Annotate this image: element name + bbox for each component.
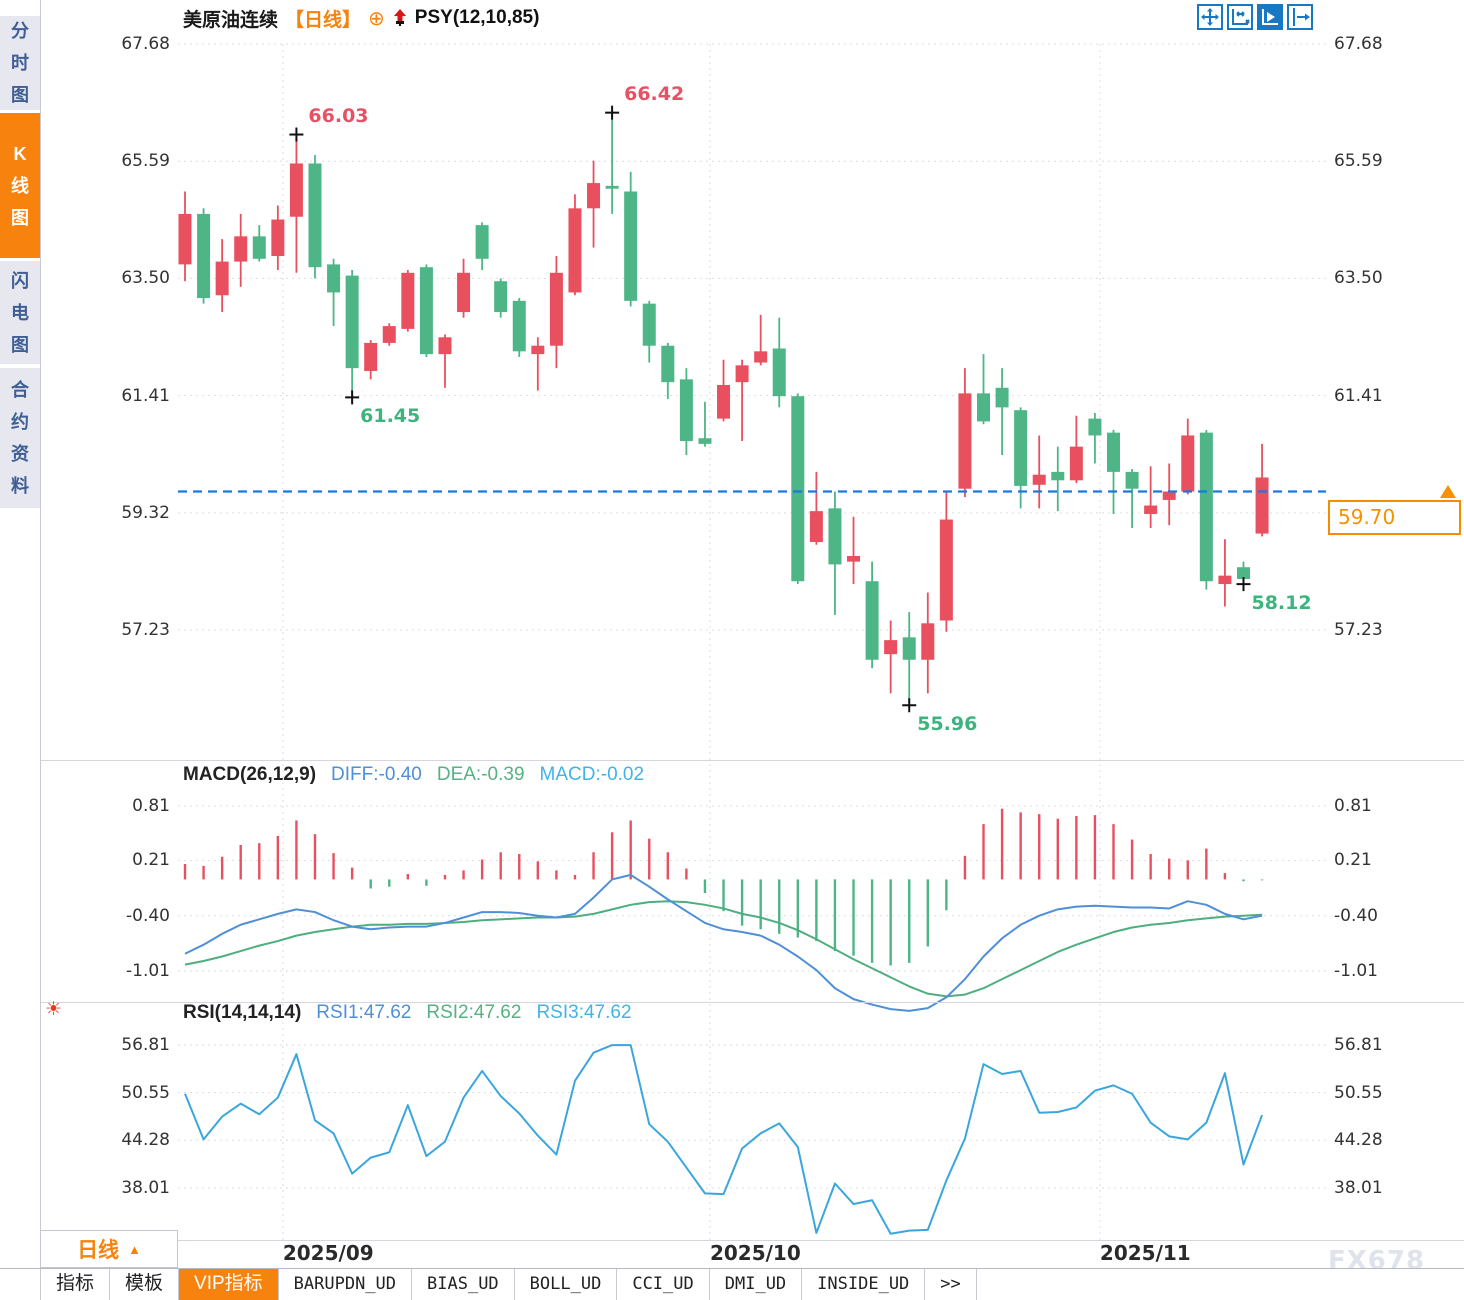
sun-icon[interactable]: ☀ — [45, 998, 63, 1020]
y-axis-label: 0.81 — [132, 796, 170, 816]
x-axis-month-label: 2025/09 — [282, 1241, 374, 1265]
y-axis-label: -1.01 — [126, 961, 170, 981]
y-axis-label: 65.59 — [121, 151, 170, 172]
pan-move-icon[interactable] — [1197, 4, 1223, 30]
y-axis-label: 56.81 — [121, 1035, 170, 1055]
chart-toolbar — [1197, 4, 1313, 30]
symbol-name: 美原油连续 — [183, 9, 279, 31]
rsi3-value: RSI3:47.62 — [536, 1002, 632, 1023]
y-axis-label: 65.59 — [1334, 151, 1383, 172]
period-selector-label: 日线 — [77, 1239, 120, 1262]
y-axis-label: 44.28 — [1334, 1130, 1383, 1151]
chart-title: 美原油连续 【日线】 ⊕ PSY(12,10,85) — [183, 5, 539, 31]
macd-name: MACD(26,12,9) — [183, 764, 317, 785]
y-axis-label: 0.21 — [1334, 850, 1372, 871]
tab-boll-ud[interactable]: BOLL_UD — [515, 1269, 618, 1300]
rsi-name: RSI(14,14,14) — [183, 1002, 302, 1023]
rsi1-value: RSI1:47.62 — [316, 1002, 412, 1023]
sidebar-item-flash-chart[interactable]: 闪电图 — [0, 261, 40, 364]
x-axis-month-label: 2025/10 — [709, 1241, 801, 1265]
y-axis-label: 61.41 — [121, 385, 170, 406]
sidebar-item-contract-info[interactable]: 合约资料 — [0, 368, 40, 508]
y-axis-label: 50.55 — [1334, 1082, 1383, 1103]
y-axis-label: 67.68 — [121, 34, 170, 54]
x-axis-month-label: 2025/11 — [1099, 1241, 1191, 1265]
tab-indicators[interactable]: 指标 — [41, 1269, 111, 1300]
sidebar: 分时图 K线图 闪电图 合约资料 — [0, 0, 41, 1300]
rsi2-value: RSI2:47.62 — [426, 1002, 522, 1023]
y-axis-label: 0.81 — [1334, 796, 1372, 816]
period-selector[interactable]: 日线 ▲ — [40, 1230, 178, 1268]
y-axis-label: 38.01 — [121, 1177, 170, 1198]
y-axis-label: 0.21 — [132, 850, 170, 871]
price-annotation-55.96: 55.96 — [917, 713, 978, 736]
price-annotation-66.03: 66.03 — [308, 104, 369, 127]
price-annotation-58.12: 58.12 — [1251, 592, 1312, 615]
y-axis-label: 61.41 — [1334, 385, 1383, 406]
sidebar-item-kline-chart[interactable]: K线图 — [0, 113, 40, 258]
price-annotation-61.45: 61.45 — [360, 405, 421, 428]
red-up-arrow-icon — [392, 8, 408, 28]
tab-templates[interactable]: 模板 — [110, 1269, 180, 1300]
y-axis-label: 67.68 — [1334, 34, 1383, 54]
tab-cci-ud[interactable]: CCI_UD — [617, 1269, 710, 1300]
last-price-label: 59.70 — [1328, 500, 1461, 535]
sidebar-item-timeline-chart[interactable]: 分时图 — [0, 16, 40, 110]
y-axis-label: 50.55 — [121, 1082, 170, 1103]
y-axis-label: 59.32 — [121, 502, 170, 523]
tab-bias-ud[interactable]: BIAS_UD — [412, 1269, 515, 1300]
tab-more[interactable]: >> — [925, 1269, 977, 1300]
circle-plus-icon[interactable]: ⊕ — [368, 6, 385, 30]
y-axis-label: 38.01 — [1334, 1177, 1383, 1198]
y-axis-label: 56.81 — [1334, 1035, 1383, 1055]
triangle-up-icon: ▲ — [128, 1241, 141, 1257]
y-axis-label: 57.23 — [1334, 620, 1383, 641]
fit-horizontal-icon[interactable] — [1227, 4, 1253, 30]
y-axis-label: 63.50 — [121, 268, 170, 289]
macd-header: MACD(26,12,9) DIFF:-0.40 DEA:-0.39 MACD:… — [183, 764, 644, 786]
tabbar-spacer — [0, 1269, 41, 1300]
tab-inside-ud[interactable]: INSIDE_UD — [802, 1269, 926, 1300]
period-badge[interactable]: 【日线】 — [285, 9, 362, 31]
indicator-name: PSY(12,10,85) — [414, 7, 540, 28]
tab-barupdn-ud[interactable]: BARUPDN_UD — [279, 1269, 413, 1300]
price-annotation-66.42: 66.42 — [624, 82, 685, 105]
tab-dmi-ud[interactable]: DMI_UD — [710, 1269, 803, 1300]
y-axis-label: -0.40 — [1334, 905, 1378, 926]
y-axis-label: 57.23 — [121, 620, 170, 641]
macd-dea-value: DEA:-0.39 — [436, 764, 525, 785]
macd-macd-value: MACD:-0.02 — [539, 764, 645, 785]
rsi-header: RSI(14,14,14) RSI1:47.62 RSI2:47.62 RSI3… — [183, 1002, 632, 1024]
y-axis-label: -0.40 — [126, 905, 170, 926]
macd-diff-value: DIFF:-0.40 — [331, 764, 422, 785]
candles-group — [178, 114, 1269, 702]
indicator-tabbar: 指标 模板 VIP指标 BARUPDN_UD BIAS_UD BOLL_UD C… — [0, 1268, 1464, 1300]
shift-right-icon[interactable] — [1287, 4, 1313, 30]
y-axis-label: -1.01 — [1334, 961, 1378, 981]
tab-vip-indicators[interactable]: VIP指标 — [179, 1269, 279, 1300]
y-axis-label: 63.50 — [1334, 268, 1383, 289]
y-axis-label: 44.28 — [121, 1130, 170, 1151]
fit-vertical-icon[interactable] — [1257, 4, 1283, 30]
price-up-triangle-icon — [1440, 485, 1456, 498]
